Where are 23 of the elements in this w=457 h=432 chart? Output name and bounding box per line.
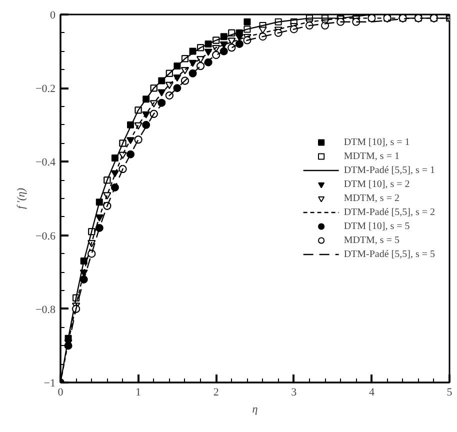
legend-label: DTM-Padé [5,5], s = 5 — [344, 248, 435, 261]
x-tick-label: 5 — [446, 386, 453, 398]
x-tick-label: 4 — [368, 386, 375, 398]
y-tick-label: −0.2 — [36, 83, 56, 96]
x-tick-label: 3 — [291, 386, 298, 398]
x-tick-label: 0 — [58, 386, 64, 398]
x-axis-title: η — [252, 404, 258, 416]
legend-label: DTM [10], s = 5 — [344, 220, 410, 233]
legend-label: MDTM, s = 5 — [344, 234, 400, 247]
legend-label: DTM [10], s = 1 — [344, 136, 410, 149]
y-tick-label: 0 — [50, 10, 56, 22]
y-axis-title: f ′(η) — [16, 188, 28, 209]
legend-label: DTM-Padé [5,5], s = 2 — [344, 206, 435, 219]
legend-label: MDTM, s = 2 — [344, 192, 400, 205]
legend-label: DTM [10], s = 2 — [344, 178, 410, 191]
legend-label: DTM-Padé [5,5], s = 1 — [344, 164, 435, 177]
y-tick-label: −0.4 — [36, 156, 56, 169]
y-tick-label: −0.8 — [36, 304, 56, 316]
legend-label: MDTM, s = 1 — [344, 150, 400, 163]
y-tick-label: −0.6 — [36, 230, 56, 242]
y-tick-label: −1 — [44, 378, 56, 390]
x-tick-label: 1 — [136, 386, 142, 398]
x-tick-label: 2 — [213, 386, 219, 398]
